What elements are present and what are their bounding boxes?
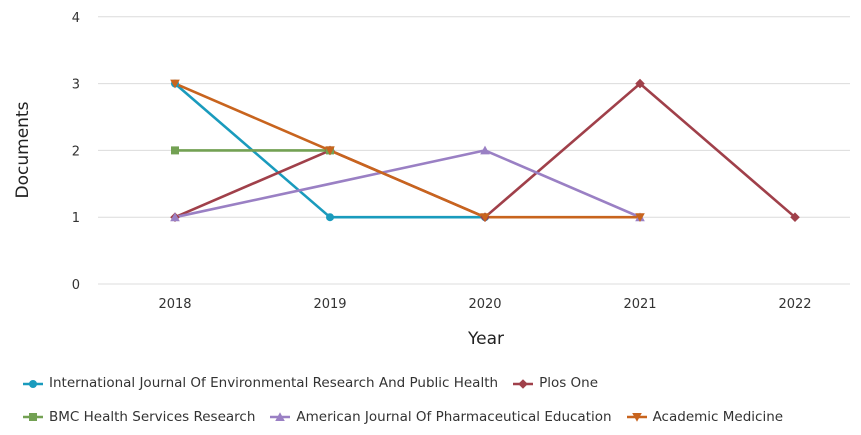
legend-label: BMC Health Services Research [49, 408, 256, 425]
legend-marker [275, 412, 286, 421]
data-point [325, 146, 335, 156]
data-point [326, 213, 334, 222]
x-axis-ticks: 2018 2019 2020 2021 2022 [158, 297, 811, 312]
x-tick-label: 2020 [468, 297, 501, 312]
legend-item: American Journal Of Pharmaceutical Educa… [269, 402, 612, 433]
y-axis-ticks: 0 1 2 3 4 [72, 11, 80, 293]
legend-swatch-icon [270, 412, 291, 421]
x-tick-label: 2018 [158, 297, 191, 312]
data-point [170, 212, 180, 222]
series-markers [170, 78, 800, 222]
legend-label: International Journal Of Environmental R… [49, 375, 499, 391]
y-tick-label: 4 [72, 11, 80, 26]
data-point [171, 146, 179, 155]
chart-legend: International Journal Of Environmental R… [22, 368, 852, 435]
data-point [790, 212, 800, 222]
legend-swatch-icon [23, 413, 43, 421]
legend-label: Plos One [539, 375, 599, 391]
legend-swatch-icon [513, 378, 534, 389]
legend-label: Academic Medicine [652, 408, 784, 425]
legend-item: Academic Medicine [626, 402, 784, 433]
y-tick-label: 2 [72, 144, 80, 159]
legend-marker [518, 378, 528, 389]
series-line-4 [174, 82, 640, 219]
data-point [480, 145, 490, 155]
legend-item: International Journal Of Environmental R… [22, 368, 498, 399]
y-tick-label: 0 [72, 278, 80, 293]
legend-marker [631, 413, 642, 422]
y-tick-label: 1 [72, 211, 80, 226]
legend-swatch-icon [626, 413, 647, 422]
legend-item: Plos One [512, 368, 598, 399]
legend-item: BMC Health Services Research [22, 402, 255, 433]
legend-marker [29, 379, 37, 388]
legend-label: American Journal Of Pharmaceutical Educa… [296, 408, 612, 425]
data-point [635, 213, 645, 222]
series-line-3 [174, 149, 641, 219]
x-axis-title: Year [467, 329, 504, 349]
y-tick-label: 3 [72, 78, 80, 93]
x-tick-label: 2019 [313, 297, 346, 312]
data-point [635, 78, 645, 89]
x-tick-label: 2021 [623, 297, 656, 312]
data-point [480, 213, 490, 222]
x-tick-label: 2022 [778, 297, 811, 312]
y-axis-title: Documents [13, 101, 33, 198]
legend-marker [29, 413, 37, 421]
data-point [170, 79, 180, 89]
line-chart: 0 1 2 3 4 2018 2019 2020 2021 2022 Year Document… [13, 11, 850, 349]
legend-swatch-icon [23, 379, 43, 388]
